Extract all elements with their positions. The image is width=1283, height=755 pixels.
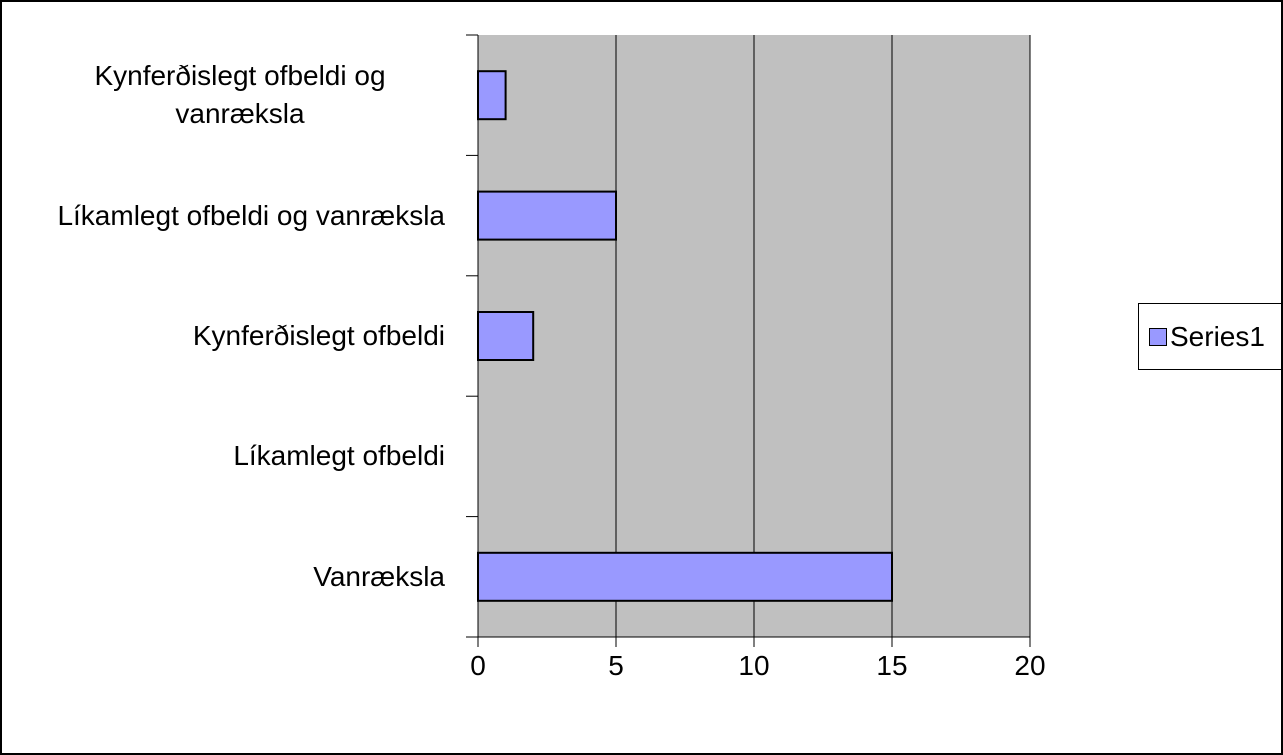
y-tick-label: Líkamlegt ofbeldi: [5, 437, 445, 475]
bar: [477, 551, 893, 602]
bar: [477, 190, 617, 241]
y-tick-label: Kynferðislegt ofbeldi: [5, 317, 445, 355]
x-tick-label: 0: [470, 650, 486, 681]
y-tick-label-text: Líkamlegt ofbeldi: [233, 440, 445, 472]
y-tick-label-text: Kynferðislegt ofbeldi og vanræksla: [94, 60, 386, 130]
legend-swatch: [1149, 327, 1167, 346]
y-tick-label-text: Kynferðislegt ofbeldi: [192, 320, 445, 351]
y-tick-label-text: Vanræksla: [313, 560, 445, 592]
y-tick-label: Líkamlegt ofbeldi og vanræksla: [5, 197, 445, 235]
x-tick-label: 5: [608, 650, 624, 681]
y-tick-label: Vanræksla: [5, 558, 445, 596]
legend: Series1: [1138, 303, 1283, 370]
bar: [477, 70, 507, 121]
x-tick-label: 15: [876, 650, 907, 681]
x-tick-label: 10: [738, 650, 769, 681]
bar: [477, 311, 535, 361]
y-tick-label-text: Líkamlegt ofbeldi og vanræksla: [57, 199, 445, 231]
x-tick-label: 20: [1014, 650, 1045, 681]
legend-label: Series1: [1170, 320, 1265, 352]
y-tick-label: Kynferðislegt ofbeldi og vanræksla: [5, 57, 445, 133]
